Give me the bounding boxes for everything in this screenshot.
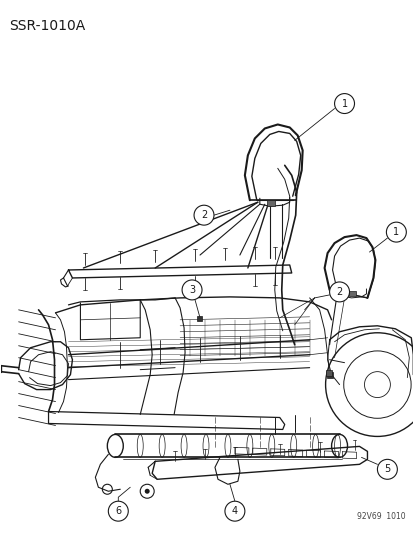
Bar [348, 291, 355, 296]
Bar [326, 372, 332, 377]
Bar [197, 316, 202, 321]
Circle shape [108, 501, 128, 521]
Circle shape [224, 501, 244, 521]
Text: 3: 3 [188, 285, 195, 295]
Text: 2: 2 [200, 210, 206, 220]
Circle shape [334, 94, 354, 114]
Circle shape [145, 489, 150, 494]
Circle shape [194, 205, 214, 225]
Text: 6: 6 [115, 506, 121, 516]
Text: 4: 4 [231, 506, 237, 516]
Bar [266, 200, 274, 206]
Bar [325, 370, 331, 376]
Text: SSR-1010A: SSR-1010A [9, 19, 85, 33]
Text: 2: 2 [336, 287, 342, 297]
Circle shape [377, 459, 396, 479]
Text: 5: 5 [383, 464, 389, 474]
Circle shape [182, 280, 202, 300]
Circle shape [385, 222, 405, 242]
Circle shape [329, 282, 349, 302]
Text: 1: 1 [392, 227, 399, 237]
Text: 92V69  1010: 92V69 1010 [356, 512, 404, 521]
Text: 1: 1 [341, 99, 347, 109]
